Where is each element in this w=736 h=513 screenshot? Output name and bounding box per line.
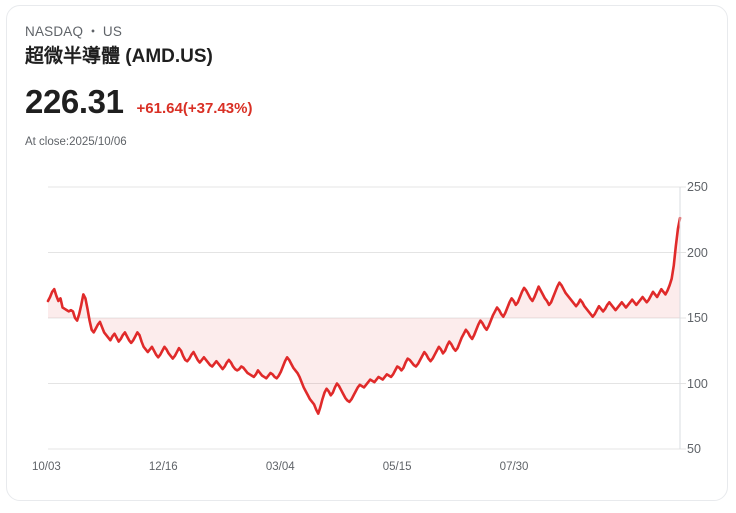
x-axis-tick-label: 03/04	[265, 461, 295, 473]
price-chart[interactable]: 250 200 150 100 50 10/03 12/16 03/04 05/15 07/30	[7, 166, 727, 486]
region-label: US	[102, 24, 123, 39]
x-axis-tick-label: 07/30	[499, 461, 529, 473]
exchange-label: NASDAQ	[25, 24, 84, 39]
price-row: 226.31 +61.64(+37.43%)	[25, 83, 665, 121]
x-axis-tick-label: 05/15	[382, 461, 412, 473]
chart-gridlines	[48, 186, 686, 450]
price-chart-svg	[46, 186, 686, 450]
y-axis-tick-label: 250	[687, 180, 708, 194]
stock-quote-card: NASDAQ ・ US 超微半導體 (AMD.US) 226.31 +61.64(+…	[6, 5, 728, 501]
y-axis-tick-label: 150	[687, 311, 708, 325]
price-area-fill	[48, 218, 680, 414]
quote-header: NASDAQ ・ US 超微半導體 (AMD.US) 226.31 +61.64(+…	[25, 23, 665, 150]
exchange-region-line: NASDAQ ・ US	[25, 23, 665, 41]
current-price: 226.31	[25, 83, 124, 120]
x-axis-tick-label: 10/03	[32, 461, 61, 473]
x-axis-tick-label: 12/16	[148, 461, 178, 473]
y-axis-tick-label: 50	[687, 442, 701, 456]
market-status-note: At close:2025/10/06	[25, 136, 127, 148]
y-axis-tick-label: 200	[687, 245, 708, 260]
price-change: +61.64(+37.43%)	[136, 100, 253, 117]
price-line	[46, 216, 682, 415]
page-title: 超微半導體 (AMD.US)	[25, 46, 213, 67]
exchange-separator: ・	[86, 24, 100, 39]
y-axis-tick-label: 100	[687, 376, 708, 391]
